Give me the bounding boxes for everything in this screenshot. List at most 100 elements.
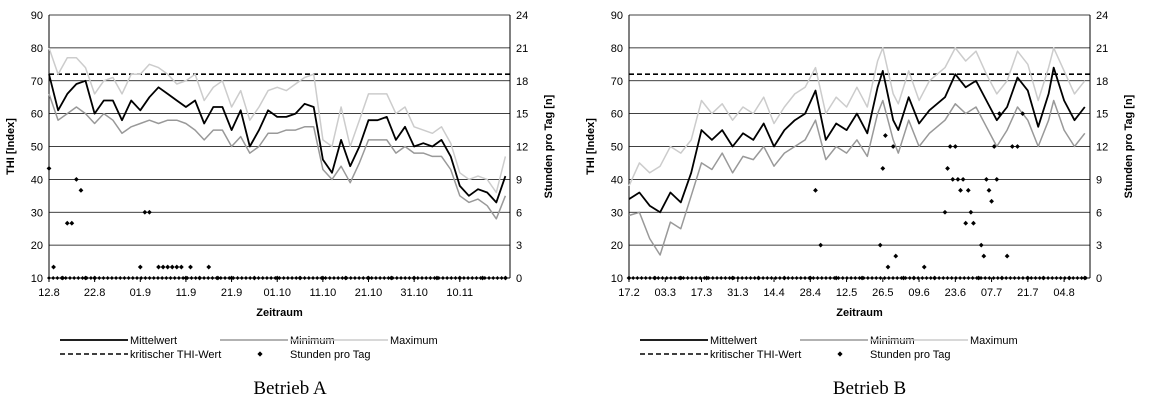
hours-point-zero — [361, 276, 366, 280]
hours-point-zero — [689, 276, 694, 280]
y-tick-label-20: 20 — [31, 240, 43, 252]
hours-point — [921, 264, 927, 270]
y-tick-label-60: 60 — [611, 109, 623, 121]
hours-point-zero — [155, 276, 160, 280]
hours-point — [893, 253, 899, 259]
hours-point-zero — [80, 276, 85, 280]
x-tick-label-23.6: 23.6 — [945, 287, 966, 299]
hours-point-zero — [895, 276, 900, 280]
hours-point-zero — [503, 276, 508, 280]
hours-point-zero — [748, 276, 753, 280]
x-tick-label-01.10: 01.10 — [263, 287, 291, 299]
legend-hours-label: Stunden pro Tag — [290, 349, 371, 361]
hours-point-zero — [786, 276, 791, 280]
hours-point-zero — [415, 276, 420, 280]
hours-point-zero — [67, 276, 72, 280]
hours-point-zero — [114, 276, 119, 280]
hours-point-zero — [1041, 276, 1046, 280]
hours-point-zero — [235, 276, 240, 280]
hours-point-zero — [281, 276, 286, 280]
hours-point-zero — [991, 276, 996, 280]
hours-point-zero — [390, 276, 395, 280]
y-tick-label-50: 50 — [611, 142, 623, 154]
hours-point-zero — [643, 276, 648, 280]
y2-tick-label-24: 24 — [1096, 10, 1108, 22]
hours-point-zero — [336, 276, 341, 280]
x-tick-label-11.9: 11.9 — [176, 287, 197, 299]
hours-point-zero — [109, 276, 114, 280]
hours-point-zero — [47, 276, 51, 280]
hours-point-zero — [1008, 276, 1013, 280]
hours-point — [986, 187, 992, 193]
hours-point — [978, 242, 984, 248]
chart-betrieb-a: 10 20 30 40 50 60 70 80 90 0 3 6 9 12 15 18 21 24 12.8 22.8… — [5, 10, 555, 361]
hours-point — [156, 264, 161, 270]
hours-point-zero — [761, 276, 766, 280]
x-tick-label-01.9: 01.9 — [130, 287, 151, 299]
hours-point-zero — [798, 276, 803, 280]
hours-point-zero — [294, 276, 299, 280]
hours-point-zero — [1062, 276, 1067, 280]
hours-point-zero — [327, 276, 332, 280]
legend-hours-swatch — [257, 351, 263, 357]
hours-point-zero — [1071, 276, 1076, 280]
x-tick-label-12.8: 12.8 — [38, 287, 59, 299]
hours-point-zero — [966, 276, 971, 280]
hours-point-zero — [865, 276, 870, 280]
hours-point — [160, 264, 166, 270]
hours-point — [971, 220, 976, 226]
hours-point-zero — [999, 276, 1004, 280]
hours-point-zero — [223, 276, 228, 280]
hours-point-zero — [631, 276, 636, 280]
hours-point-zero — [365, 276, 370, 280]
series-mittelwert-line — [48, 73, 507, 204]
x-tick-label-26.5: 26.5 — [872, 287, 893, 299]
y-tick-label-10: 10 — [611, 273, 623, 285]
hours-point-zero — [677, 276, 682, 280]
hours-point — [1015, 144, 1020, 149]
series-minimum-line — [48, 93, 507, 220]
y2-tick-label-21: 21 — [1096, 43, 1108, 55]
x-tick-label-21.9: 21.9 — [221, 287, 242, 299]
hours-point-zero — [702, 276, 707, 280]
x-tick-label-17.3: 17.3 — [691, 287, 712, 299]
legend-hours-label: Stunden pro Tag — [870, 349, 951, 361]
hours-point-zero — [176, 276, 181, 280]
hours-point-zero — [487, 276, 492, 280]
hours-point-zero — [668, 276, 673, 280]
hours-point-zero — [828, 276, 833, 280]
hours-point-zero — [941, 276, 946, 280]
hours-point-zero — [407, 276, 412, 280]
hours-point-zero — [478, 276, 483, 280]
hours-point-zero — [143, 276, 148, 280]
hours-point-zero — [168, 276, 173, 280]
hours-point-zero — [706, 276, 711, 280]
hours-point-zero — [987, 276, 992, 280]
hours-point-zero — [72, 276, 77, 280]
hours-point-zero — [970, 276, 975, 280]
hours-point-zero — [440, 276, 445, 280]
hours-point-zero — [1016, 276, 1021, 280]
hours-point-zero — [239, 276, 244, 280]
hours-point-zero — [470, 276, 475, 280]
hours-point-zero — [744, 276, 749, 280]
series-maximum-line — [628, 47, 1086, 187]
hours-point-zero — [853, 276, 858, 280]
hours-point — [69, 220, 75, 226]
y-axis-label: THI [Index] — [5, 118, 17, 175]
hours-point-zero — [823, 276, 828, 280]
hours-point-zero — [790, 276, 795, 280]
hours-point-zero — [723, 276, 728, 280]
hours-point — [952, 144, 958, 149]
hours-point-zero — [794, 276, 799, 280]
hours-point-zero — [231, 276, 236, 280]
hours-point — [818, 242, 824, 248]
y-tick-label-30: 30 — [611, 207, 623, 219]
hours-point-zero — [815, 276, 820, 280]
hours-point-zero — [319, 276, 324, 280]
hours-point-zero — [1020, 276, 1025, 280]
hours-point — [901, 275, 906, 281]
hours-point-zero — [974, 276, 979, 280]
hours-point-zero — [681, 276, 686, 280]
hours-point-zero — [1083, 276, 1088, 280]
